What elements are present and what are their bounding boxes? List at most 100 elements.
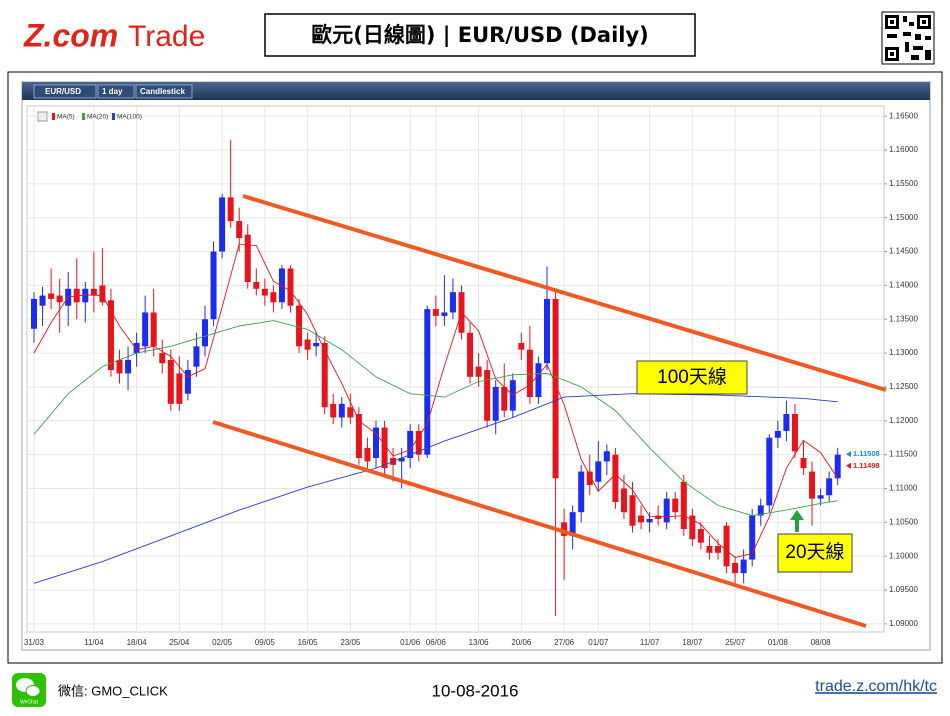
interval-tab[interactable] [97, 84, 135, 99]
price-marker: 1.11498 [853, 461, 880, 470]
candle-body [219, 197, 226, 252]
candle-body [210, 251, 217, 320]
logo-trade: Trade [128, 20, 205, 53]
candle-body [595, 461, 602, 482]
price-marker-pointer [846, 462, 851, 469]
candle-body [723, 525, 730, 567]
candle-body [646, 518, 653, 523]
candle-body [766, 437, 773, 506]
candle-body [620, 488, 627, 513]
candle-body [638, 515, 645, 523]
plot [31, 139, 841, 616]
x-tick-label: 09/05 [255, 638, 276, 647]
candle-body [715, 546, 721, 553]
candle-body [484, 370, 491, 421]
candle-body [603, 451, 610, 462]
candle-body [535, 363, 542, 398]
annotation-arrow [790, 510, 804, 532]
candle-body [321, 342, 328, 408]
candle-body [526, 349, 533, 398]
x-tick-label: 06/06 [426, 638, 447, 647]
candle-body [313, 342, 320, 347]
legend-label: MA(100) [117, 114, 142, 121]
wechat-bubble [25, 685, 41, 697]
candle-body [116, 359, 123, 374]
x-tick-label: 11/07 [640, 638, 660, 647]
y-tick-label: 1.11500 [889, 450, 918, 459]
y-tick-label: 1.16500 [889, 111, 918, 120]
y-tick-label: 1.14500 [889, 247, 918, 256]
legend-swatch [52, 113, 55, 120]
candle-body [441, 312, 448, 316]
candle-body [449, 292, 456, 313]
candle-body [270, 292, 277, 303]
style-tab[interactable] [135, 84, 193, 99]
candle-body [373, 427, 379, 459]
y-tick-label: 1.14000 [889, 281, 918, 290]
candle-body [39, 295, 46, 306]
candle-body [501, 386, 508, 411]
candle-body [159, 353, 166, 364]
candle-body [578, 471, 585, 513]
candle-body [475, 366, 482, 377]
legend-label: MA(20) [87, 114, 108, 121]
trend-line-lower [212, 420, 867, 628]
candle-body [407, 430, 414, 459]
candle-body [347, 407, 354, 418]
symbol-tab[interactable] [33, 84, 97, 99]
legend-label: MA(5) [57, 114, 75, 121]
candle-body [99, 285, 106, 303]
candle-body [800, 458, 807, 469]
x-tick-label: 31/03 [24, 638, 45, 647]
candle-body [415, 430, 422, 455]
candle-body [133, 342, 140, 354]
candle-body [364, 447, 371, 462]
candle-body [834, 454, 841, 479]
candle-body [774, 430, 781, 438]
site-link[interactable]: trade.z.com/hk/tc [815, 678, 937, 695]
candle-body [826, 478, 833, 496]
ma-line [33, 393, 838, 584]
page-title: 歐元(日線圖) | EUR/USD (Daily) [311, 23, 649, 48]
candle-body [569, 512, 576, 536]
title-box [264, 13, 696, 57]
x-tick-label: 27/06 [554, 638, 575, 647]
x-tick-label: 18/04 [127, 638, 148, 647]
candle-body [697, 529, 704, 543]
x-tick-label: 23/05 [340, 638, 361, 647]
candle-body [253, 282, 260, 289]
candle-body [544, 298, 550, 364]
y-tick-label: 1.11000 [889, 484, 918, 493]
style-label: Candlestick [140, 87, 185, 96]
x-tick-label: 13/06 [469, 638, 490, 647]
candle-body [791, 414, 798, 452]
candle-body [236, 221, 243, 239]
x-tick-label: 11/04 [84, 638, 104, 647]
candle-body [629, 495, 636, 526]
candle-body [296, 305, 303, 347]
x-tick-label: 16/05 [298, 638, 319, 647]
logo-z: Z.com [23, 17, 118, 53]
candle-body [202, 319, 208, 347]
x-tick-label: 01/08 [768, 638, 789, 647]
candle-body [227, 197, 234, 222]
y-tick-label: 1.09500 [889, 585, 918, 594]
candle-body [355, 414, 362, 459]
candle-body [330, 403, 337, 418]
ma-line [33, 320, 838, 517]
y-tick-label: 1.15500 [889, 179, 918, 188]
qr-code [881, 11, 935, 65]
candle-body [304, 339, 311, 350]
candle-body [586, 471, 593, 486]
plot-area [26, 105, 885, 633]
candle-body [261, 288, 268, 296]
candle-body [381, 427, 388, 469]
annotation-box [636, 360, 748, 395]
ma-line [33, 243, 839, 558]
candle-body [809, 471, 816, 499]
x-tick-label: 25/04 [169, 638, 190, 647]
y-tick-label: 1.13000 [889, 348, 918, 357]
candle-body [193, 346, 200, 367]
